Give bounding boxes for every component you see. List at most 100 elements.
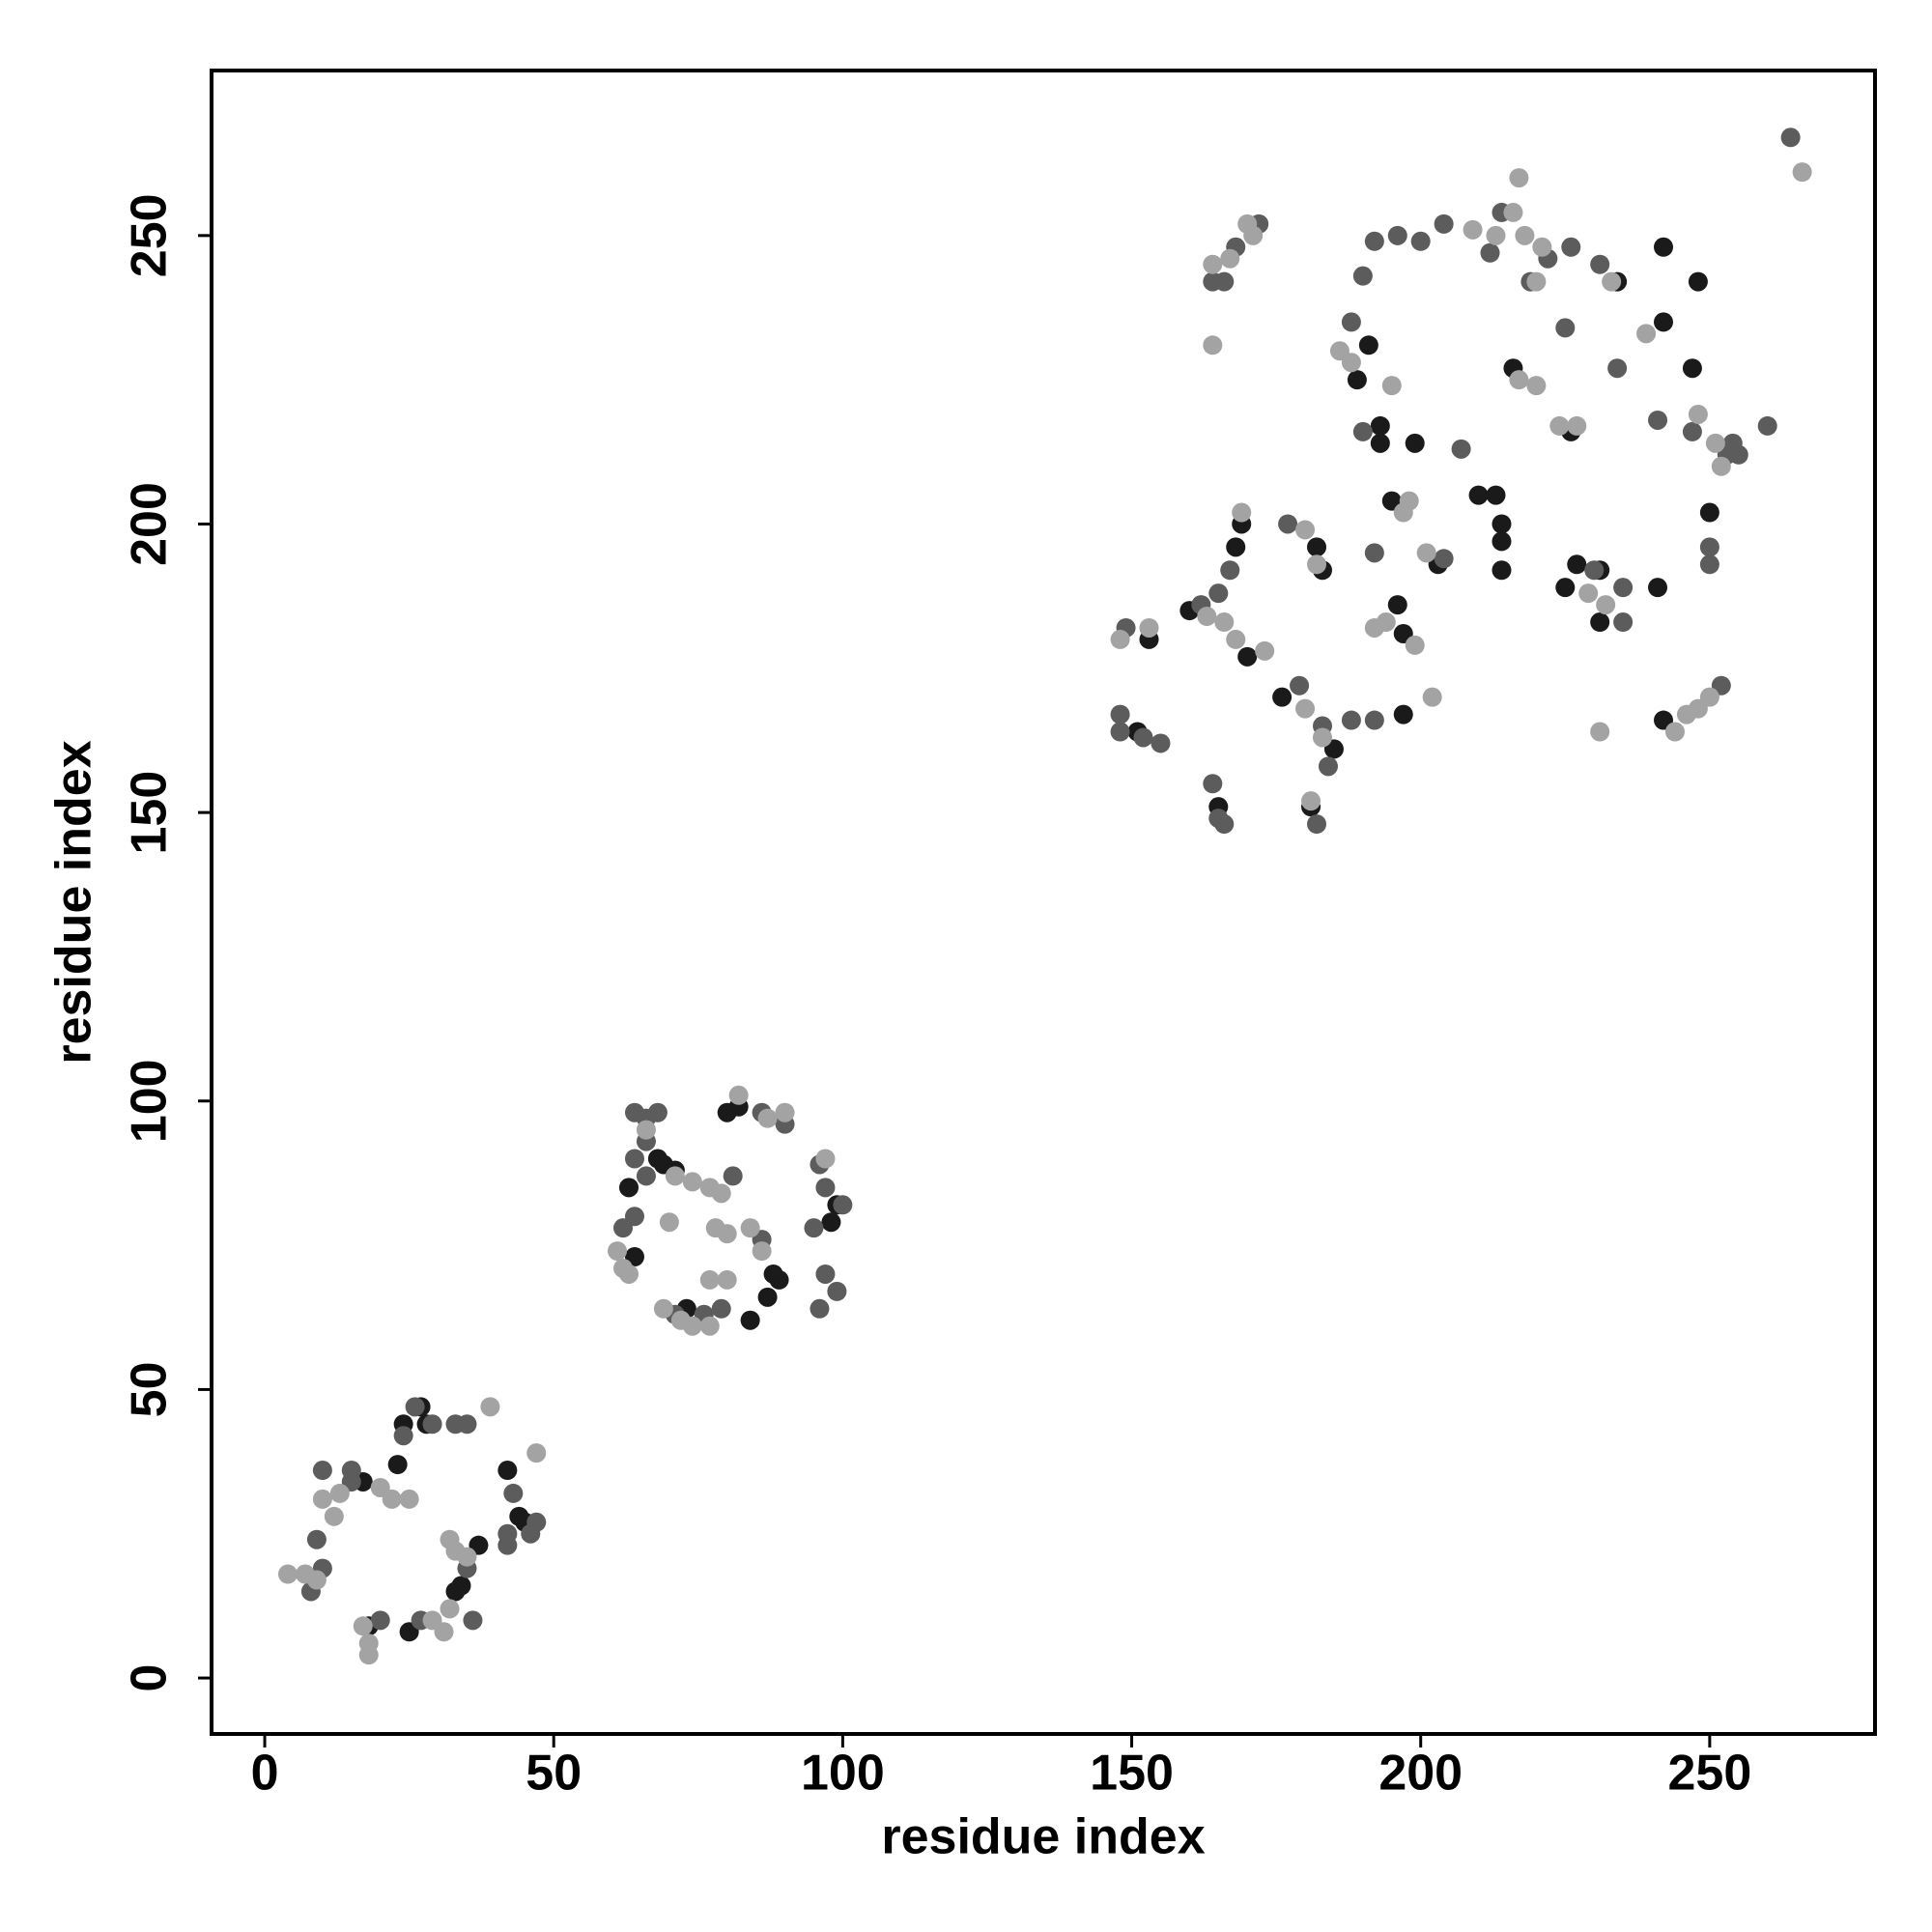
point <box>1214 612 1235 633</box>
point <box>1654 237 1674 257</box>
point <box>1364 543 1384 563</box>
point <box>1648 578 1668 598</box>
point <box>1341 312 1361 332</box>
point <box>1295 698 1316 719</box>
point <box>1613 612 1634 633</box>
point <box>387 1455 408 1475</box>
point <box>382 1489 402 1509</box>
point <box>1526 271 1547 292</box>
point <box>1699 687 1719 707</box>
point <box>1682 421 1702 441</box>
point <box>1711 456 1731 476</box>
point <box>1347 370 1367 390</box>
point <box>1312 727 1332 748</box>
point <box>740 1218 760 1238</box>
point <box>1480 242 1500 263</box>
point <box>1352 421 1373 441</box>
point <box>1110 629 1130 649</box>
point <box>1243 225 1264 245</box>
point <box>1237 646 1258 667</box>
point <box>457 1547 477 1567</box>
point <box>624 1207 644 1227</box>
point <box>1203 335 1223 355</box>
point <box>717 1224 737 1244</box>
point <box>312 1461 332 1481</box>
point <box>1664 722 1685 742</box>
point <box>1486 225 1506 245</box>
point <box>752 1241 772 1262</box>
point <box>1549 415 1570 436</box>
point <box>1381 376 1402 396</box>
point <box>815 1264 836 1284</box>
point <box>1636 324 1657 344</box>
point <box>1596 595 1616 615</box>
point <box>1295 520 1316 540</box>
point <box>1133 727 1153 748</box>
point <box>1722 433 1743 453</box>
point <box>1509 168 1529 188</box>
point <box>480 1397 500 1417</box>
point <box>1290 675 1310 696</box>
point <box>624 1149 644 1169</box>
point <box>728 1085 749 1105</box>
point <box>1792 162 1812 183</box>
point <box>1699 554 1719 575</box>
point <box>1203 774 1223 794</box>
point <box>422 1414 442 1435</box>
point <box>1364 231 1384 251</box>
point <box>1648 410 1668 430</box>
point <box>393 1426 413 1446</box>
point <box>1307 814 1327 835</box>
point <box>1757 415 1777 436</box>
point <box>341 1461 361 1481</box>
point <box>740 1310 760 1330</box>
point <box>1590 612 1610 633</box>
x-tick-label: 250 <box>1667 1746 1751 1802</box>
point <box>1278 514 1298 534</box>
point <box>1561 237 1581 257</box>
point <box>1203 254 1223 274</box>
point <box>526 1443 547 1463</box>
point <box>497 1535 518 1555</box>
point <box>457 1414 477 1435</box>
point <box>833 1195 853 1215</box>
point <box>1468 485 1489 505</box>
point <box>405 1397 425 1417</box>
point <box>1110 722 1130 742</box>
point <box>636 1166 656 1186</box>
point <box>509 1506 529 1526</box>
point <box>757 1287 778 1307</box>
point <box>1197 607 1217 627</box>
point <box>1578 583 1599 604</box>
point <box>445 1581 466 1602</box>
point <box>1387 595 1407 615</box>
point <box>1613 578 1634 598</box>
point <box>1526 376 1547 396</box>
point <box>1220 560 1240 581</box>
point <box>1699 537 1719 557</box>
point <box>717 1269 737 1290</box>
point <box>1272 687 1293 707</box>
point <box>440 1599 460 1619</box>
point <box>1370 433 1390 453</box>
y-tick-label: 150 <box>122 771 178 855</box>
point <box>804 1218 824 1238</box>
point <box>1688 404 1708 424</box>
x-tick-label: 0 <box>251 1746 279 1802</box>
point <box>699 1316 720 1336</box>
plot-frame <box>210 69 1877 1736</box>
point <box>399 1489 419 1509</box>
point <box>1699 502 1719 523</box>
point <box>1654 312 1674 332</box>
point <box>1139 617 1159 638</box>
x-axis-title: residue index <box>881 1809 1205 1865</box>
point <box>312 1489 332 1509</box>
point <box>1376 612 1396 633</box>
point <box>1341 353 1361 373</box>
point <box>463 1610 483 1631</box>
point <box>1301 791 1321 811</box>
x-tick-label: 150 <box>1090 1746 1174 1802</box>
point <box>711 1298 731 1319</box>
point <box>1307 537 1327 557</box>
point <box>1393 704 1413 724</box>
